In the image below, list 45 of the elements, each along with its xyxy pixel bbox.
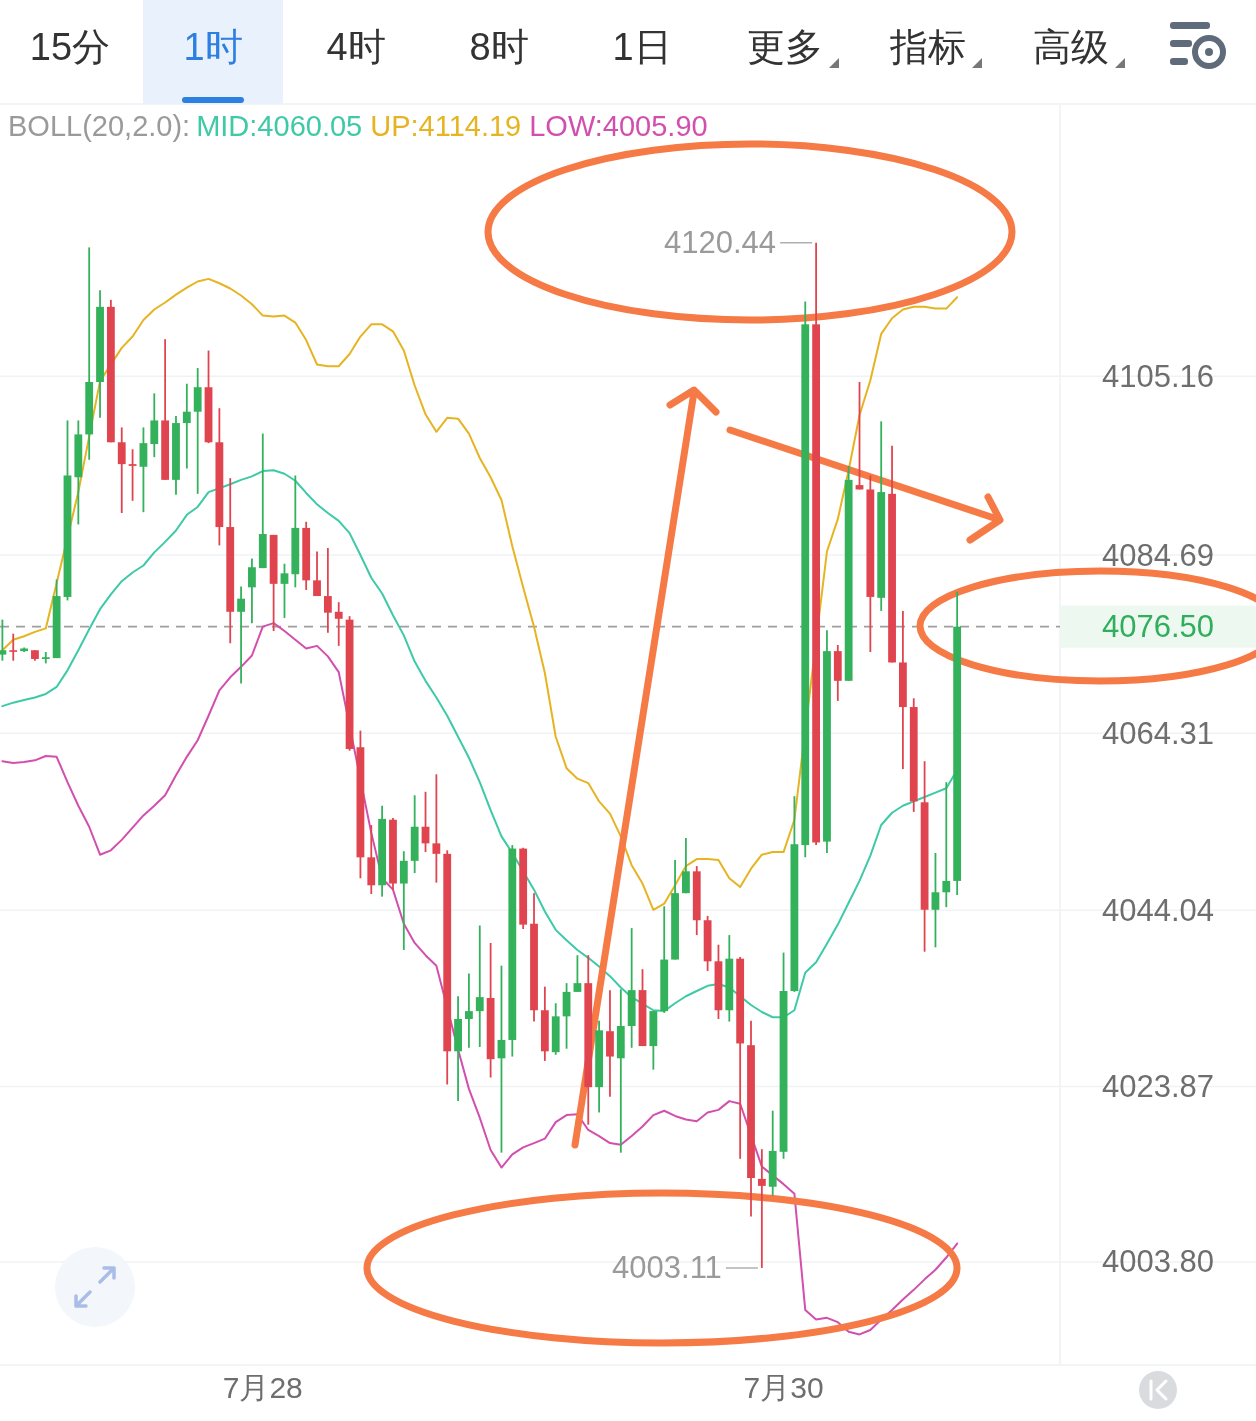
y-tick-label: 4064.31 <box>1101 715 1215 751</box>
candlestick <box>475 924 484 1048</box>
candlestick <box>150 392 159 459</box>
candlestick <box>117 426 126 514</box>
text: 4时 <box>326 26 386 68</box>
x-tick-label: 7月28 <box>222 1370 303 1404</box>
candlestick <box>465 972 473 1049</box>
candlestick <box>9 632 18 662</box>
candlestick <box>757 1148 766 1269</box>
candlestick <box>41 651 50 665</box>
y-tick-label: 4084.69 <box>1101 537 1215 573</box>
y-tick-label: 4044.04 <box>1101 892 1215 928</box>
candlestick <box>128 448 137 502</box>
y-tick-label: 4105.16 <box>1101 358 1215 394</box>
candlestick <box>931 852 940 949</box>
text: 1时 <box>183 26 243 68</box>
x-tick-label: 7月30 <box>743 1370 824 1404</box>
candlestick <box>942 781 951 909</box>
candlestick <box>573 954 582 993</box>
candlestick <box>323 547 332 634</box>
candlestick <box>237 585 245 685</box>
candlestick <box>139 426 148 514</box>
text: 指标 <box>889 26 966 68</box>
y-tick-label: 4003.80 <box>1101 1244 1215 1280</box>
legend: BOLL(20,2.0): MID:4060.05 UP:4114.19 LOW:4005.90 <box>8 110 708 142</box>
candlestick <box>334 601 343 647</box>
text: 15分 <box>29 26 111 68</box>
candlestick <box>399 850 408 951</box>
annotation: 4120.44 <box>664 225 777 261</box>
text: 1日 <box>612 26 672 68</box>
candlestick <box>0 618 7 662</box>
y-tick-label: 4023.87 <box>1101 1069 1215 1105</box>
ref-line-label: 4076.50 <box>1101 609 1215 645</box>
text: 更多 <box>747 26 823 68</box>
candlestick <box>280 562 289 619</box>
candlestick <box>248 557 256 625</box>
candlestick <box>432 773 441 884</box>
text: 高级 <box>1033 26 1109 68</box>
candlestick <box>313 550 321 597</box>
text: 8时 <box>469 26 529 68</box>
candlestick <box>182 382 191 470</box>
line-series <box>1 277 959 911</box>
line-series <box>1 622 959 1336</box>
annotation: 4003.11 <box>612 1250 722 1286</box>
candlestick <box>682 837 690 895</box>
